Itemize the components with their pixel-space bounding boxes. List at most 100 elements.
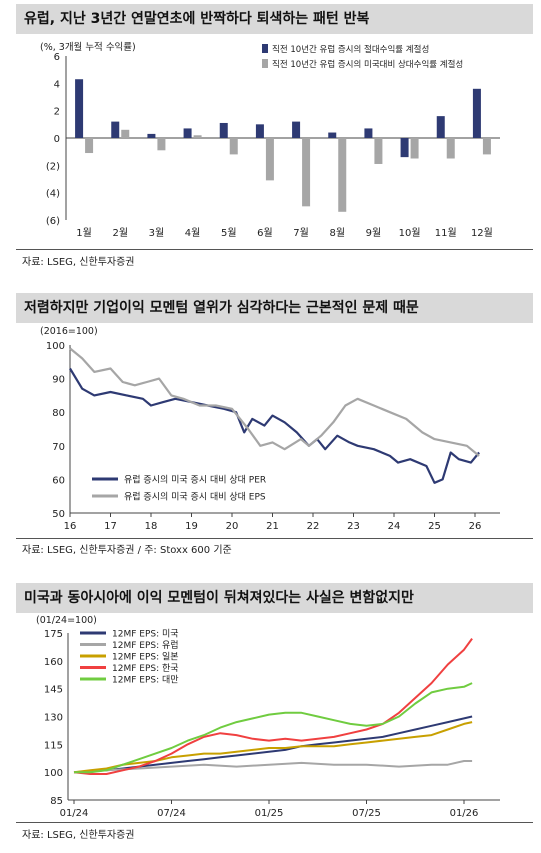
chart2-x-tick-label: 22 <box>307 521 320 532</box>
chart3-unit-label: (01/24=100) <box>36 615 97 626</box>
chart3-y-tick-label: 100 <box>44 768 63 779</box>
chart1-x-tick-label: 10월 <box>399 227 421 239</box>
chart2-y-tick-label: 50 <box>52 509 65 520</box>
chart1-legend-label: 직전 10년간 유럽 증시의 미국대비 상대수익률 계절성 <box>272 59 463 70</box>
chart1-y-tick-label: (4) <box>46 189 60 200</box>
chart3-x-tick-label: 01/26 <box>450 808 479 819</box>
chart1-y-tick-label: 4 <box>54 79 60 90</box>
chart3-series-line-4 <box>73 638 473 775</box>
chart1-bar-relative <box>229 138 238 155</box>
chart3-x-tick-label: 01/24 <box>60 808 89 819</box>
chart1-y-tick-label: 2 <box>54 107 60 118</box>
chart2-title: 저렴하지만 기업이익 모멘텀 열위가 심각하다는 근본적인 문제 때문 <box>16 293 533 323</box>
chart1-bar-relative <box>85 138 94 154</box>
chart2-x-tick-label: 17 <box>104 521 117 532</box>
chart3-legend-label: 12MF EPS: 대만 <box>112 675 179 686</box>
chart2-x-tick-label: 18 <box>145 521 158 532</box>
chart1-x-tick-label: 8월 <box>329 227 345 239</box>
chart3-y-tick-label: 175 <box>44 629 63 640</box>
chart1-bar-relative <box>482 138 491 155</box>
chart3-x-tick-label: 07/25 <box>352 808 381 819</box>
chart3-title: 미국과 동아시아에 이익 모멘텀이 뒤쳐져있다는 사실은 변함없지만 <box>16 583 533 613</box>
chart3-separator <box>16 822 533 823</box>
chart2-series-line-1 <box>69 367 480 484</box>
chart1-bar-relative <box>265 138 274 181</box>
chart1-y-tick-label: 0 <box>54 134 60 145</box>
chart1-legend-swatch <box>262 44 268 53</box>
chart2-x-tick-label: 20 <box>226 521 239 532</box>
chart3-y-tick-label: 85 <box>50 796 63 807</box>
chart3-y-tick-label: 145 <box>44 685 63 696</box>
chart1-bar-absolute <box>436 116 445 138</box>
chart1-y-tick-label: (6) <box>46 216 60 227</box>
chart1-bar-absolute <box>183 128 192 138</box>
chart1-bar-relative <box>302 138 311 207</box>
chart3-series-line-5 <box>74 682 473 774</box>
chart1-source: 자료: LSEG, 신한투자증권 <box>22 257 135 268</box>
chart1-bar-absolute <box>292 121 301 138</box>
chart2-x-tick-label: 16 <box>64 521 77 532</box>
chart1-bar-absolute <box>75 79 84 138</box>
chart1-title: 유럽, 지난 3년간 연말연초에 반짝하다 퇴색하는 패턴 반복 <box>16 4 533 34</box>
chart1-bar-absolute <box>111 121 120 138</box>
chart2-x-tick-label: 21 <box>266 521 279 532</box>
chart1-bar-absolute <box>328 132 337 138</box>
chart3-series-line-3 <box>73 721 473 774</box>
chart3-source: 자료: LSEG, 신한투자증권 <box>22 830 135 841</box>
chart1-bar-relative <box>374 138 383 164</box>
chart1-x-tick-label: 4월 <box>185 227 201 239</box>
chart1-bar-relative <box>157 138 166 151</box>
chart3-x-tick-label: 07/24 <box>157 808 186 819</box>
chart2-x-tick-label: 23 <box>347 521 360 532</box>
chart1-separator <box>16 249 533 250</box>
chart3-y-tick-label: 115 <box>44 740 63 751</box>
chart2-legend-label: 유럽 증시의 미국 증시 대비 상대 EPS <box>124 492 266 503</box>
chart1-bar-absolute <box>400 138 409 158</box>
chart1-unit-label: (%, 3개월 누적 수익률) <box>40 42 136 53</box>
chart1-x-tick-label: 3월 <box>149 227 165 239</box>
chart1-x-tick-label: 1월 <box>76 227 92 239</box>
chart1-x-tick-label: 5월 <box>221 227 237 239</box>
chart1-y-tick-label: (2) <box>46 161 60 172</box>
chart1-y-tick-label: 6 <box>54 52 60 63</box>
chart1-x-tick-label: 6월 <box>257 227 273 239</box>
chart1-x-tick-label: 9월 <box>366 227 382 239</box>
chart2-source: 자료: LSEG, 신한투자증권 / 주: Stoxx 600 기준 <box>22 545 232 556</box>
chart1-bar-absolute <box>147 133 156 138</box>
chart1-x-tick-label: 2월 <box>112 227 128 239</box>
chart2-x-tick-label: 26 <box>469 521 482 532</box>
chart2-x-tick-label: 25 <box>428 521 441 532</box>
chart1-legend-label: 직전 10년간 유럽 증시의 절대수익률 계절성 <box>272 44 429 55</box>
chart3-y-tick-label: 130 <box>44 713 63 724</box>
chart1-plot: 6 4 2 0 (2) (4) (6) 1월 2월 3월 4월 5월 6월 7월 8월 9월 10월 11월 12월… <box>46 44 500 239</box>
chart2-y-tick-label: 70 <box>52 442 65 453</box>
chart3-x-tick-label: 01/25 <box>255 808 284 819</box>
chart2-unit-label: (2016=100) <box>40 326 98 337</box>
chart1-bar-absolute <box>364 128 373 138</box>
chart2-x-tick-label: 19 <box>185 521 198 532</box>
chart3-legend-label: 12MF EPS: 유럽 <box>112 640 179 651</box>
chart1-bar-relative <box>338 138 347 212</box>
chart1-bar-absolute <box>219 122 228 138</box>
chart2-y-tick-label: 100 <box>46 341 65 352</box>
chart3-legend-label: 12MF EPS: 한국 <box>112 663 179 674</box>
chart1-legend-swatch <box>262 59 268 68</box>
chart2-separator <box>16 538 533 539</box>
chart2-x-tick-label: 24 <box>388 521 401 532</box>
chart3-y-tick-label: 160 <box>44 657 63 668</box>
chart2-y-tick-label: 90 <box>52 375 65 386</box>
chart3-legend-label: 12MF EPS: 일본 <box>112 652 179 663</box>
chart1-bar-absolute <box>472 88 481 138</box>
chart3-series-line-2 <box>73 760 473 774</box>
chart2-y-tick-label: 60 <box>52 475 65 486</box>
chart1-x-tick-label: 7월 <box>293 227 309 239</box>
chart2-series-line-2 <box>69 347 480 457</box>
chart2-y-tick-label: 80 <box>52 408 65 419</box>
chart1-x-tick-label: 12월 <box>471 227 493 239</box>
chart1-bar-absolute <box>255 124 264 138</box>
chart1-bar-relative <box>121 129 130 138</box>
chart1-x-tick-label: 11월 <box>435 227 457 239</box>
chart1-bar-relative <box>193 135 202 138</box>
